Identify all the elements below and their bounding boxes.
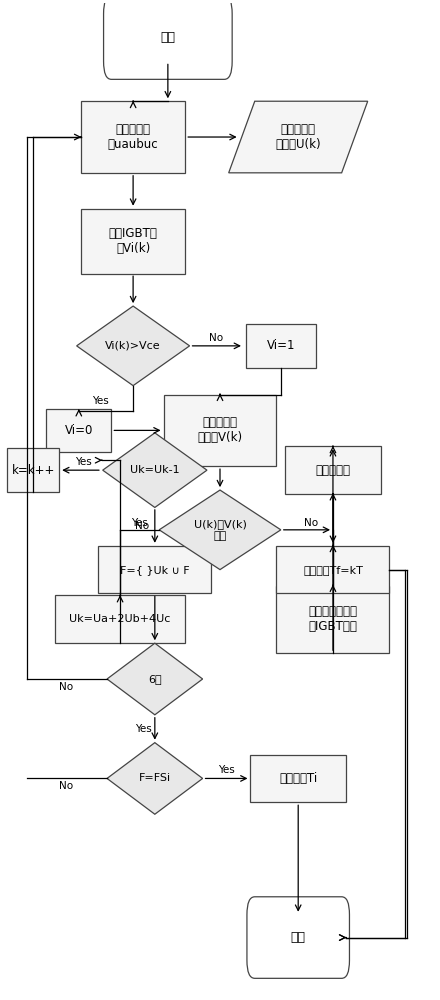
Text: 三相电压布
尔矩阵U(k): 三相电压布 尔矩阵U(k) bbox=[275, 123, 321, 151]
Text: 故障时间Tf=kT: 故障时间Tf=kT bbox=[303, 565, 363, 575]
Text: Yes: Yes bbox=[131, 518, 148, 528]
FancyBboxPatch shape bbox=[276, 546, 389, 593]
Text: No: No bbox=[135, 521, 149, 531]
Text: F={ }Uk ∪ F: F={ }Uk ∪ F bbox=[120, 565, 190, 575]
Text: Yes: Yes bbox=[218, 765, 235, 775]
Text: 开始: 开始 bbox=[160, 31, 176, 44]
Text: Yes: Yes bbox=[135, 724, 151, 734]
Text: 单支或多支非并
联IGBT故障: 单支或多支非并 联IGBT故障 bbox=[308, 605, 357, 633]
FancyBboxPatch shape bbox=[285, 446, 381, 494]
Polygon shape bbox=[103, 433, 207, 507]
Polygon shape bbox=[107, 643, 203, 715]
Text: 对照故障表: 对照故障表 bbox=[315, 464, 350, 477]
Text: 停止: 停止 bbox=[291, 931, 306, 944]
Text: 采样IGBT压
降Vi(k): 采样IGBT压 降Vi(k) bbox=[109, 227, 158, 255]
Text: Vi(k)>Vce: Vi(k)>Vce bbox=[105, 341, 161, 351]
Text: No: No bbox=[209, 333, 223, 343]
Text: Vi=1: Vi=1 bbox=[267, 339, 295, 352]
FancyBboxPatch shape bbox=[250, 755, 346, 802]
Text: No: No bbox=[304, 518, 318, 528]
Polygon shape bbox=[77, 306, 190, 386]
Text: Yes: Yes bbox=[92, 396, 109, 406]
Text: Uk=Uk-1: Uk=Uk-1 bbox=[130, 465, 180, 475]
Text: 6次: 6次 bbox=[148, 674, 161, 684]
Text: 故障位置Ti: 故障位置Ti bbox=[279, 772, 317, 785]
Text: U(k)与V(k)
匹配: U(k)与V(k) 匹配 bbox=[194, 519, 246, 541]
Text: Vi=0: Vi=0 bbox=[65, 424, 93, 437]
Text: k=k++: k=k++ bbox=[11, 464, 55, 477]
Text: Yes: Yes bbox=[75, 457, 92, 467]
FancyBboxPatch shape bbox=[247, 897, 349, 978]
Polygon shape bbox=[159, 490, 281, 570]
FancyBboxPatch shape bbox=[46, 409, 111, 452]
Text: No: No bbox=[59, 682, 73, 692]
FancyBboxPatch shape bbox=[55, 595, 185, 643]
FancyBboxPatch shape bbox=[81, 101, 185, 173]
FancyBboxPatch shape bbox=[276, 586, 389, 653]
FancyBboxPatch shape bbox=[81, 209, 185, 274]
FancyBboxPatch shape bbox=[7, 448, 59, 492]
FancyBboxPatch shape bbox=[246, 324, 315, 368]
Polygon shape bbox=[229, 101, 368, 173]
FancyBboxPatch shape bbox=[164, 395, 276, 466]
FancyBboxPatch shape bbox=[99, 546, 211, 593]
Text: 采样三相电
压uaubuc: 采样三相电 压uaubuc bbox=[108, 123, 158, 151]
Text: Uk=Ua+2Ub+4Uc: Uk=Ua+2Ub+4Uc bbox=[70, 614, 171, 624]
Text: 写入压降布
尔矩阵V(k): 写入压降布 尔矩阵V(k) bbox=[198, 416, 242, 444]
Text: F=FSi: F=FSi bbox=[139, 773, 171, 783]
FancyBboxPatch shape bbox=[103, 0, 232, 79]
Text: No: No bbox=[59, 781, 73, 791]
Polygon shape bbox=[107, 743, 203, 814]
